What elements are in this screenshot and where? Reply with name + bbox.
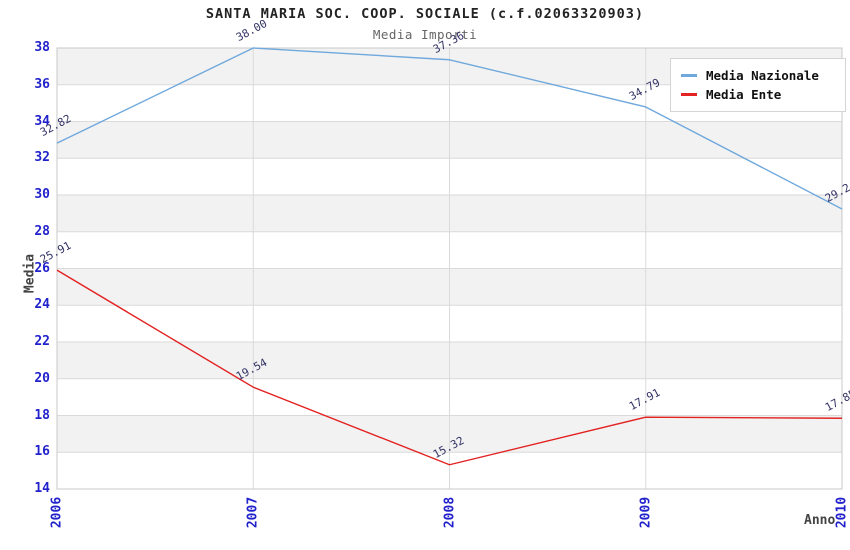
legend-label: Media Ente bbox=[706, 87, 782, 102]
legend-item-media-ente: Media Ente bbox=[681, 85, 835, 104]
legend: Media Nazionale Media Ente bbox=[670, 58, 846, 112]
y-axis-title: Media bbox=[22, 253, 38, 294]
x-tick-label: 2006 bbox=[49, 496, 65, 529]
line-swatch-icon bbox=[681, 93, 697, 96]
legend-item-media-nazionale: Media Nazionale bbox=[681, 66, 835, 85]
y-tick-label: 14 bbox=[34, 481, 50, 496]
x-tick-label: 2007 bbox=[245, 496, 261, 529]
chart-title: SANTA MARIA SOC. COOP. SOCIALE (c.f.0206… bbox=[205, 6, 645, 22]
chart-subtitle: Media Importi bbox=[372, 27, 478, 42]
legend-label: Media Nazionale bbox=[706, 68, 819, 83]
x-tick-label: 2010 bbox=[834, 496, 850, 529]
y-tick-label: 18 bbox=[34, 407, 50, 423]
y-tick-label: 36 bbox=[34, 76, 50, 92]
y-tick-label: 38 bbox=[34, 40, 50, 55]
x-tick-label: 2009 bbox=[638, 496, 654, 529]
x-axis-title: Anno bbox=[804, 513, 836, 528]
x-tick-label: 2008 bbox=[442, 496, 457, 529]
line-swatch-icon bbox=[681, 74, 697, 77]
y-tick-label: 24 bbox=[34, 297, 50, 313]
y-tick-label: 16 bbox=[34, 444, 50, 460]
y-tick-label: 32 bbox=[34, 150, 50, 166]
y-tick-label: 20 bbox=[34, 370, 50, 386]
y-tick-label: 28 bbox=[34, 223, 50, 239]
y-tick-label: 30 bbox=[34, 187, 50, 202]
y-tick-label: 22 bbox=[34, 334, 50, 349]
y-tick-label: 26 bbox=[34, 260, 50, 276]
y-tick-label: 34 bbox=[34, 113, 50, 129]
